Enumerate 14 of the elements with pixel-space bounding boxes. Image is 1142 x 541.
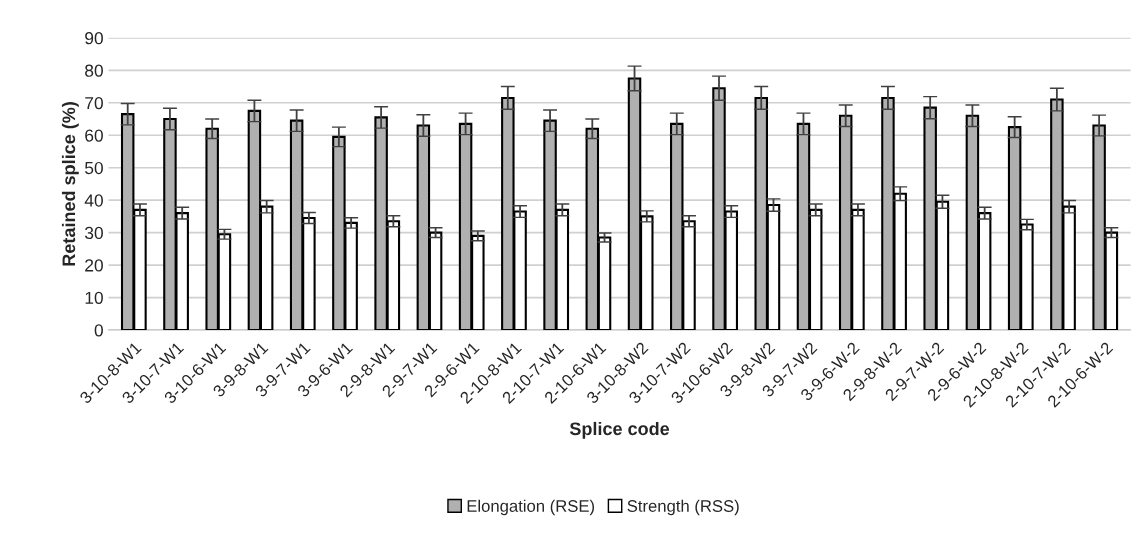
y-tick-label: 0 [94,324,103,337]
y-tick-label: 60 [85,129,103,142]
legend-label: Elongation (RSE) [467,499,595,516]
y-tick-label: 20 [85,259,103,272]
legend-label: Strength (RSS) [627,499,739,516]
y-tick-label: 80 [85,64,103,77]
x-axis-title: Splice code [569,421,670,439]
y-tick-label: 50 [85,161,103,175]
y-tick-label: 90 [85,32,103,45]
y-tick-label: 70 [85,96,103,110]
y-tick-label: 30 [84,226,103,240]
y-axis-title: Retained splice (%) [61,102,79,266]
y-tick-label: 40 [84,194,103,207]
y-tick-label: 10 [85,291,103,305]
